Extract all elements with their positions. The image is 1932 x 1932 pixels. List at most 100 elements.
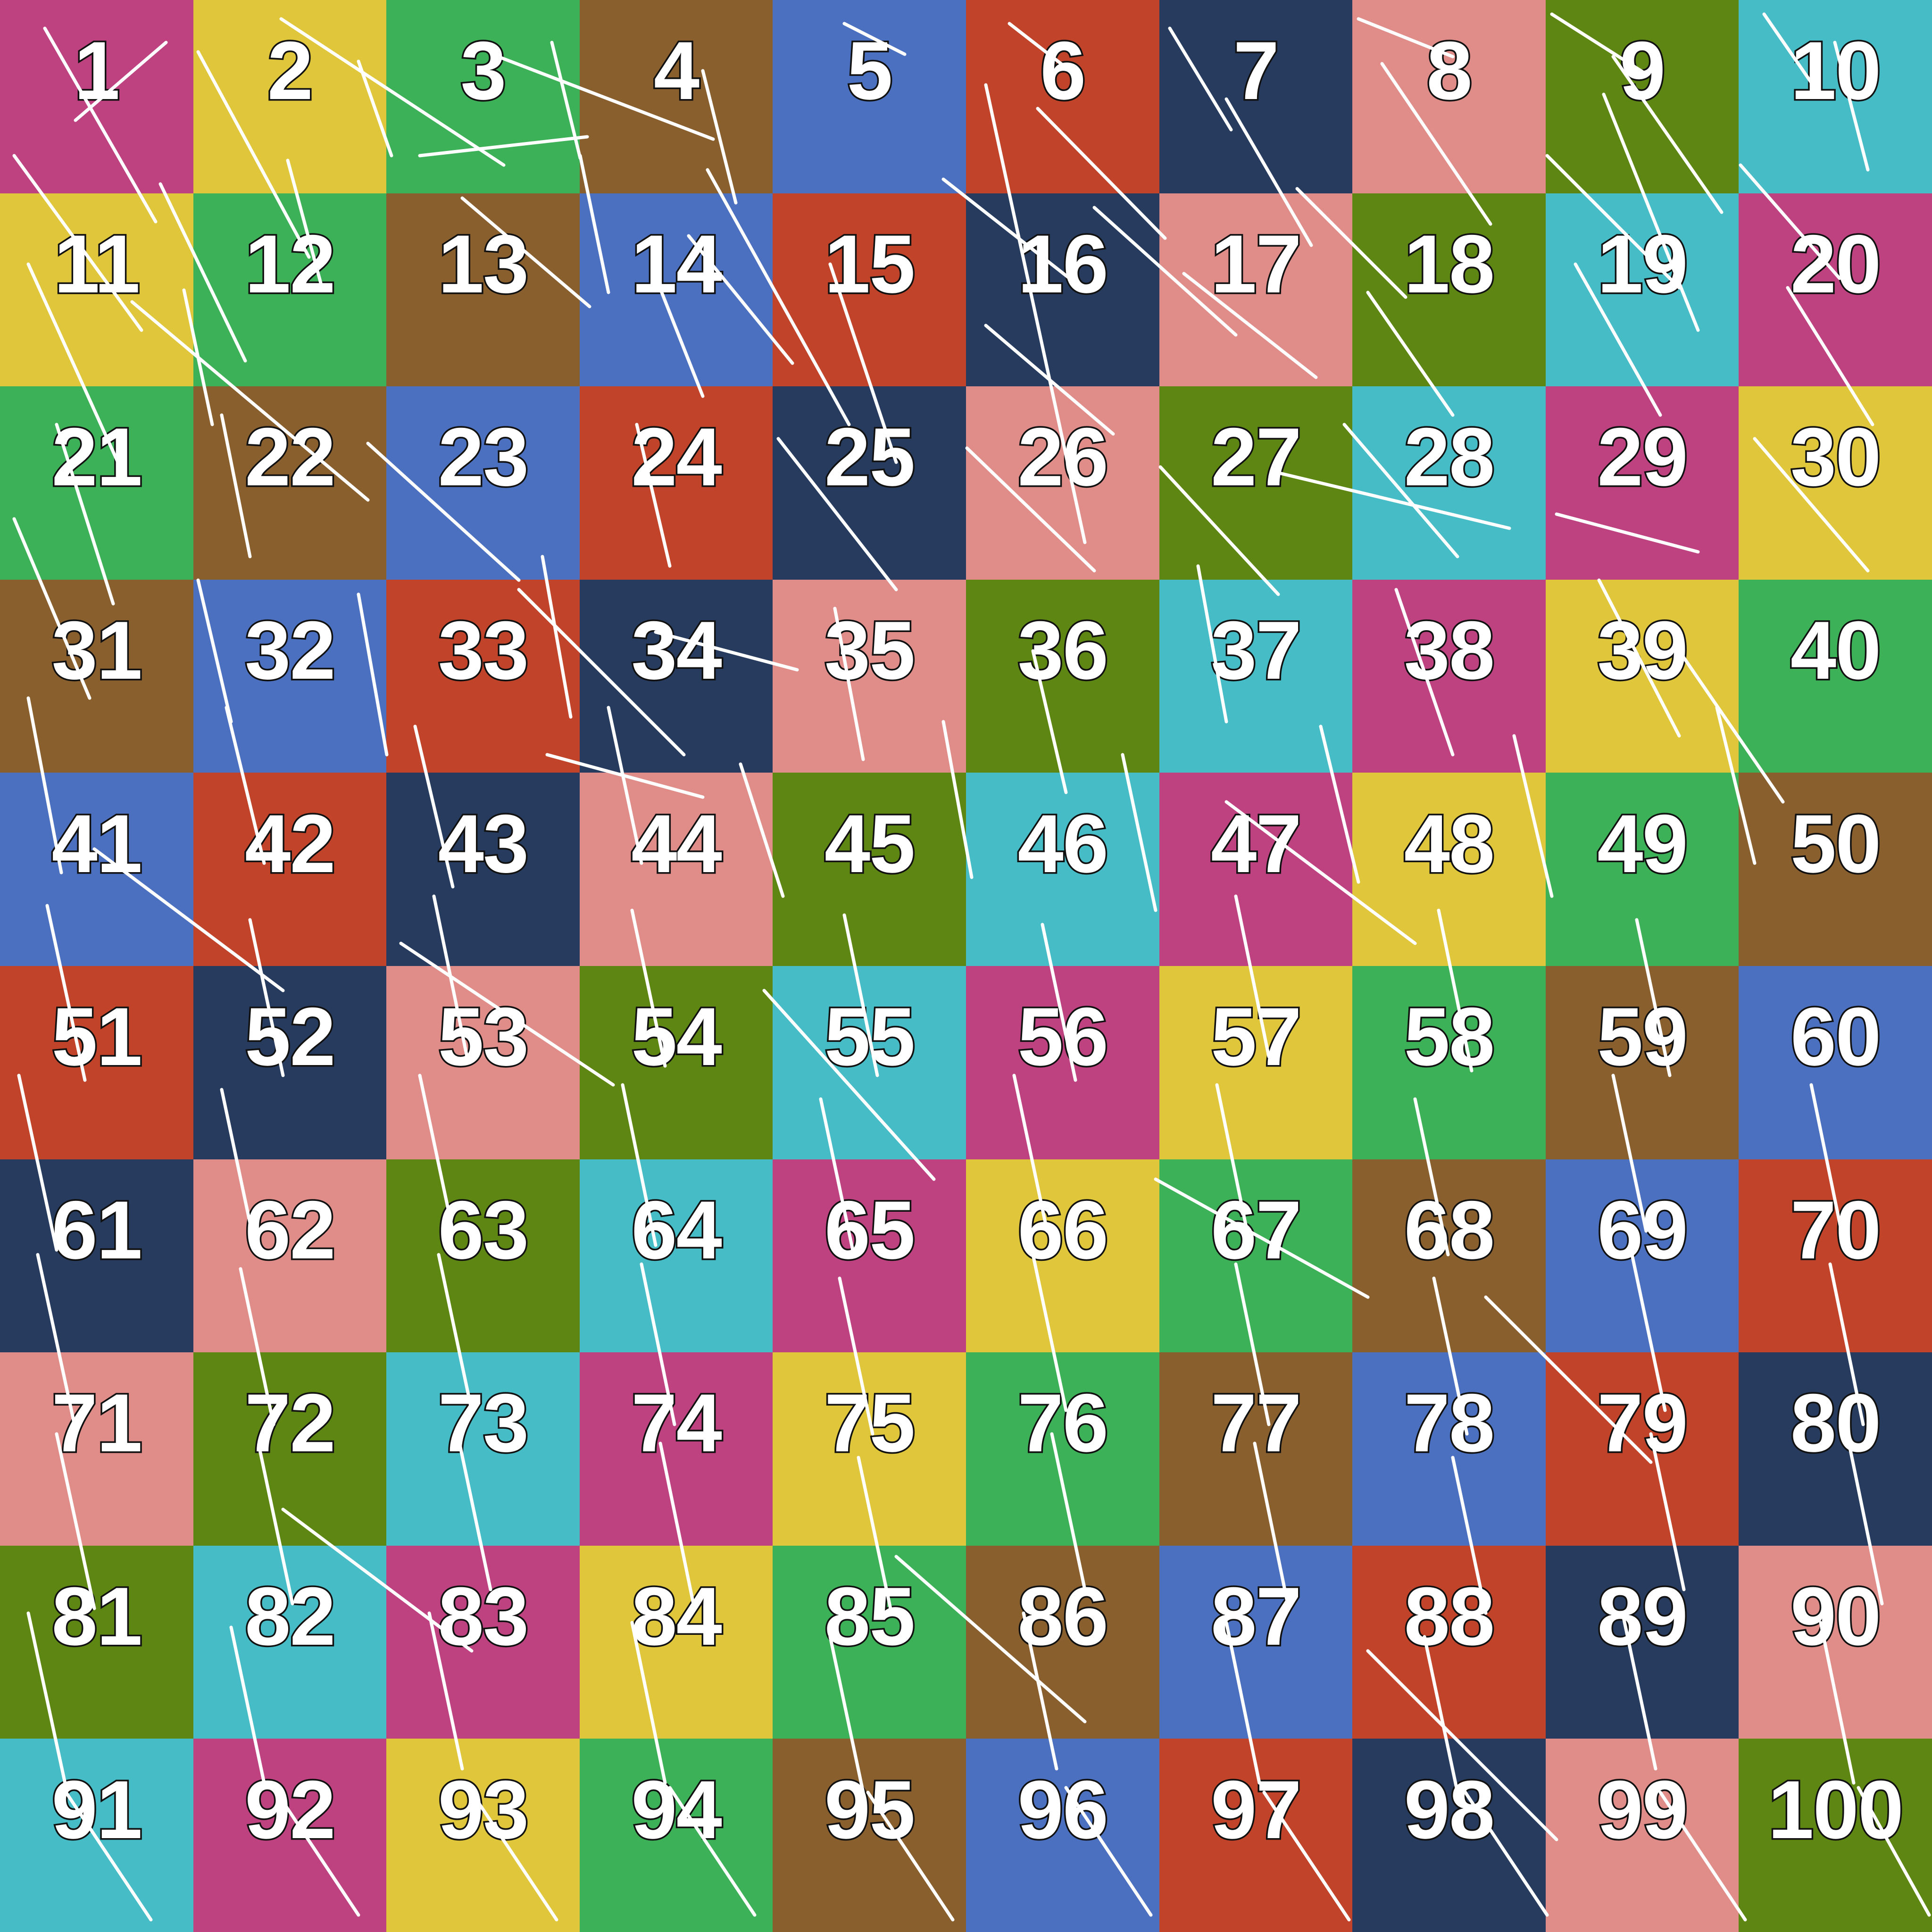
grid-cell[interactable]: 37 bbox=[1159, 579, 1353, 773]
grid-cell[interactable]: 27 bbox=[1159, 386, 1353, 580]
grid-cell[interactable]: 50 bbox=[1739, 773, 1932, 966]
grid-cell[interactable]: 81 bbox=[0, 1545, 193, 1739]
grid-cell[interactable]: 45 bbox=[773, 773, 966, 966]
grid-cell[interactable]: 35 bbox=[773, 579, 966, 773]
grid-cell[interactable]: 98 bbox=[1352, 1739, 1546, 1932]
grid-cell[interactable]: 55 bbox=[773, 966, 966, 1159]
grid-cell[interactable]: 38 bbox=[1352, 579, 1546, 773]
grid-cell[interactable]: 6 bbox=[966, 0, 1159, 193]
grid-cell[interactable]: 59 bbox=[1545, 966, 1739, 1159]
grid-cell[interactable]: 47 bbox=[1159, 773, 1353, 966]
grid-cell[interactable]: 14 bbox=[579, 193, 773, 387]
grid-cell[interactable]: 82 bbox=[193, 1545, 387, 1739]
grid-cell[interactable]: 90 bbox=[1739, 1545, 1932, 1739]
grid-cell[interactable]: 63 bbox=[386, 1159, 580, 1353]
grid-cell[interactable]: 62 bbox=[193, 1159, 387, 1353]
grid-cell[interactable]: 31 bbox=[0, 579, 193, 773]
grid-cell[interactable]: 66 bbox=[966, 1159, 1159, 1353]
grid-cell[interactable]: 54 bbox=[579, 966, 773, 1159]
grid-cell[interactable]: 64 bbox=[579, 1159, 773, 1353]
grid-cell[interactable]: 5 bbox=[773, 0, 966, 193]
grid-cell[interactable]: 74 bbox=[579, 1352, 773, 1546]
grid-cell[interactable]: 11 bbox=[0, 193, 193, 387]
grid-cell[interactable]: 58 bbox=[1352, 966, 1546, 1159]
grid-cell[interactable]: 39 bbox=[1545, 579, 1739, 773]
grid-cell[interactable]: 85 bbox=[773, 1545, 966, 1739]
grid-cell[interactable]: 65 bbox=[773, 1159, 966, 1353]
grid-cell[interactable]: 20 bbox=[1739, 193, 1932, 387]
grid-cell[interactable]: 68 bbox=[1352, 1159, 1546, 1353]
grid-cell[interactable]: 71 bbox=[0, 1352, 193, 1546]
grid-cell[interactable]: 49 bbox=[1545, 773, 1739, 966]
grid-cell[interactable]: 89 bbox=[1545, 1545, 1739, 1739]
grid-cell[interactable]: 80 bbox=[1739, 1352, 1932, 1546]
grid-cell[interactable]: 40 bbox=[1739, 579, 1932, 773]
grid-cell[interactable]: 23 bbox=[386, 386, 580, 580]
grid-cell[interactable]: 44 bbox=[579, 773, 773, 966]
grid-cell[interactable]: 60 bbox=[1739, 966, 1932, 1159]
grid-cell[interactable]: 34 bbox=[579, 579, 773, 773]
grid-cell[interactable]: 100 bbox=[1739, 1739, 1932, 1932]
grid-cell[interactable]: 28 bbox=[1352, 386, 1546, 580]
grid-cell[interactable]: 96 bbox=[966, 1739, 1159, 1932]
grid-cell[interactable]: 93 bbox=[386, 1739, 580, 1932]
grid-cell[interactable]: 52 bbox=[193, 966, 387, 1159]
grid-cell[interactable]: 7 bbox=[1159, 0, 1353, 193]
grid-cell[interactable]: 69 bbox=[1545, 1159, 1739, 1353]
grid-cell[interactable]: 67 bbox=[1159, 1159, 1353, 1353]
grid-cell[interactable]: 78 bbox=[1352, 1352, 1546, 1546]
grid-cell[interactable]: 88 bbox=[1352, 1545, 1546, 1739]
grid-cell[interactable]: 61 bbox=[0, 1159, 193, 1353]
grid-cell[interactable]: 17 bbox=[1159, 193, 1353, 387]
grid-cell[interactable]: 8 bbox=[1352, 0, 1546, 193]
grid-cell[interactable]: 16 bbox=[966, 193, 1159, 387]
grid-cell[interactable]: 57 bbox=[1159, 966, 1353, 1159]
grid-cell[interactable]: 95 bbox=[773, 1739, 966, 1932]
grid-cell[interactable]: 76 bbox=[966, 1352, 1159, 1546]
grid-cell[interactable]: 32 bbox=[193, 579, 387, 773]
grid-cell[interactable]: 2 bbox=[193, 0, 387, 193]
grid-cell[interactable]: 33 bbox=[386, 579, 580, 773]
grid-cell[interactable]: 75 bbox=[773, 1352, 966, 1546]
grid-cell[interactable]: 48 bbox=[1352, 773, 1546, 966]
grid-cell[interactable]: 79 bbox=[1545, 1352, 1739, 1546]
grid-cell[interactable]: 36 bbox=[966, 579, 1159, 773]
grid-cell[interactable]: 19 bbox=[1545, 193, 1739, 387]
grid-cell[interactable]: 73 bbox=[386, 1352, 580, 1546]
grid-cell[interactable]: 46 bbox=[966, 773, 1159, 966]
grid-cell[interactable]: 42 bbox=[193, 773, 387, 966]
grid-cell[interactable]: 26 bbox=[966, 386, 1159, 580]
grid-cell[interactable]: 94 bbox=[579, 1739, 773, 1932]
grid-cell[interactable]: 72 bbox=[193, 1352, 387, 1546]
grid-cell[interactable]: 29 bbox=[1545, 386, 1739, 580]
grid-cell[interactable]: 15 bbox=[773, 193, 966, 387]
grid-cell[interactable]: 22 bbox=[193, 386, 387, 580]
grid-cell[interactable]: 25 bbox=[773, 386, 966, 580]
grid-cell[interactable]: 97 bbox=[1159, 1739, 1353, 1932]
grid-cell[interactable]: 77 bbox=[1159, 1352, 1353, 1546]
grid-cell[interactable]: 21 bbox=[0, 386, 193, 580]
grid-cell[interactable]: 87 bbox=[1159, 1545, 1353, 1739]
grid-cell[interactable]: 51 bbox=[0, 966, 193, 1159]
grid-cell[interactable]: 83 bbox=[386, 1545, 580, 1739]
grid-cell[interactable]: 56 bbox=[966, 966, 1159, 1159]
grid-cell[interactable]: 91 bbox=[0, 1739, 193, 1932]
grid-cell[interactable]: 92 bbox=[193, 1739, 387, 1932]
grid-cell[interactable]: 41 bbox=[0, 773, 193, 966]
grid-cell[interactable]: 3 bbox=[386, 0, 580, 193]
grid-cell[interactable]: 10 bbox=[1739, 0, 1932, 193]
grid-cell[interactable]: 43 bbox=[386, 773, 580, 966]
grid-cell[interactable]: 70 bbox=[1739, 1159, 1932, 1353]
grid-cell[interactable]: 99 bbox=[1545, 1739, 1739, 1932]
grid-cell[interactable]: 53 bbox=[386, 966, 580, 1159]
grid-cell[interactable]: 4 bbox=[579, 0, 773, 193]
grid-cell[interactable]: 86 bbox=[966, 1545, 1159, 1739]
grid-cell[interactable]: 84 bbox=[579, 1545, 773, 1739]
grid-cell[interactable]: 12 bbox=[193, 193, 387, 387]
grid-cell[interactable]: 24 bbox=[579, 386, 773, 580]
grid-cell[interactable]: 9 bbox=[1545, 0, 1739, 193]
grid-cell[interactable]: 13 bbox=[386, 193, 580, 387]
grid-cell[interactable]: 1 bbox=[0, 0, 193, 193]
grid-cell[interactable]: 30 bbox=[1739, 386, 1932, 580]
grid-cell[interactable]: 18 bbox=[1352, 193, 1546, 387]
